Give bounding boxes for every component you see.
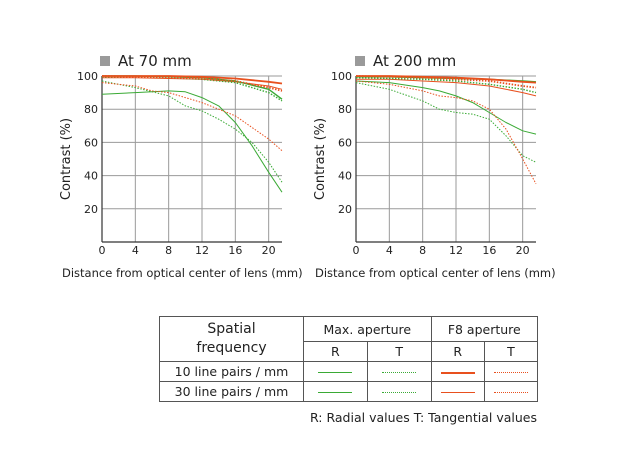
legend-col-r: R (303, 341, 368, 362)
legend-sample-max-30-t (382, 392, 417, 393)
x-tick-label: 0 (353, 244, 360, 257)
legend-cell (303, 361, 368, 382)
legend-note: R: Radial values T: Tangential values (310, 410, 537, 425)
title-square-icon (100, 56, 110, 66)
chart-title: At 200 mm (355, 52, 456, 70)
legend-sample-max-10-r (318, 372, 353, 373)
x-axis-label: Distance from optical center of lens (mm… (315, 266, 556, 280)
series-max-30lp-t (355, 82, 537, 163)
title-square-icon (355, 56, 365, 66)
chart-title-text: At 70 mm (118, 52, 192, 70)
y-tick-label: 100 (77, 70, 98, 83)
legend-header-text: Spatial frequency (196, 321, 267, 356)
y-axis-label: Contrast (%) (59, 118, 74, 200)
legend-col-r: R (430, 341, 485, 362)
y-tick-label: 80 (338, 103, 352, 116)
legend-col-t: T (366, 341, 432, 362)
legend-header-spatial-frequency: Spatial frequency (159, 316, 304, 362)
y-axis-label: Contrast (%) (313, 118, 328, 200)
series-max-30lp-t (101, 80, 283, 183)
series-f8-10lp-r (356, 75, 537, 84)
x-axis-label: Distance from optical center of lens (mm… (62, 266, 303, 280)
series-f8-30lp-r (356, 78, 537, 97)
y-tick-label: 60 (84, 136, 98, 149)
legend-sample-max-30-r (318, 392, 353, 393)
mtf-chart-70mm: At 70 mm 0 4 8 12 16 20 20 40 60 80 100 Contrast (%… (0, 0, 303, 300)
legend-sample-f8-10-r (440, 371, 475, 374)
x-tick-label: 8 (165, 244, 172, 257)
legend-cell (483, 381, 539, 402)
chart-title-text: At 200 mm (373, 52, 457, 70)
legend-cell (430, 361, 485, 382)
y-tick-label: 20 (84, 203, 98, 216)
x-tick-label: 0 (99, 244, 106, 257)
y-tick-label: 60 (338, 136, 352, 149)
legend-sample-f8-30-r (440, 392, 475, 393)
legend-row-10lp: 10 line pairs / mm (159, 361, 304, 382)
legend-header-f8-aperture: F8 aperture (430, 316, 539, 342)
x-tick-label: 20 (262, 244, 276, 257)
y-tick-label: 20 (338, 203, 352, 216)
chart-svg: 0 4 8 12 16 20 20 40 60 80 100 Contrast (%) (313, 70, 537, 257)
legend-sample-max-10-t (382, 372, 417, 373)
x-tick-label: 16 (228, 244, 242, 257)
mtf-chart-200mm: At 200 mm 0 4 8 12 16 20 20 40 60 80 100 Contrast (… (300, 0, 620, 300)
x-tick-label: 4 (386, 244, 393, 257)
legend-cell (430, 381, 485, 402)
legend-row-30lp: 30 line pairs / mm (159, 381, 304, 402)
legend-sample-f8-10-t (493, 372, 528, 373)
chart-svg: 0 4 8 12 16 20 20 40 60 80 100 Contrast (%) (59, 70, 283, 257)
legend-cell (366, 381, 432, 402)
chart-title: At 70 mm (100, 52, 192, 70)
legend-header-max-aperture: Max. aperture (303, 316, 432, 342)
x-tick-label: 8 (419, 244, 426, 257)
x-tick-label: 4 (132, 244, 139, 257)
legend-table: Spatial frequency Max. aperture F8 apert… (159, 316, 539, 402)
x-tick-label: 20 (516, 244, 530, 257)
y-tick-label: 40 (338, 170, 352, 183)
series-f8-30lp-t (101, 82, 283, 152)
legend-col-t: T (483, 341, 539, 362)
series-f8-30lp-t (355, 80, 537, 185)
x-tick-label: 12 (195, 244, 209, 257)
legend-cell (366, 361, 432, 382)
y-tick-label: 80 (84, 103, 98, 116)
series-max-30lp-r (355, 80, 537, 135)
x-tick-label: 12 (449, 244, 463, 257)
series-f8-10lp-r (102, 75, 283, 85)
series-max-30lp-r (101, 90, 283, 193)
legend-cell (303, 381, 368, 402)
series-max-10lp-t (355, 77, 537, 94)
legend-sample-f8-30-t (493, 392, 528, 393)
legend-cell (483, 361, 539, 382)
y-tick-label: 40 (84, 170, 98, 183)
y-tick-label: 100 (331, 70, 352, 83)
x-tick-label: 16 (482, 244, 496, 257)
